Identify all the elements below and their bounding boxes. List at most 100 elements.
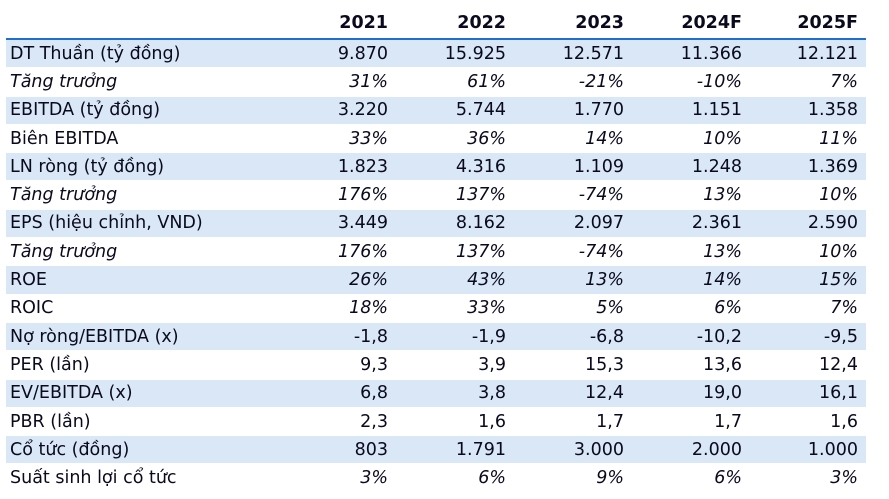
row-value: 6% — [714, 298, 742, 319]
table-body: DT Thuần (tỷ đồng) 9.870 15.925 12.571 11.36… — [6, 40, 866, 493]
row-label: ROIC — [10, 298, 54, 319]
row-value: -10% — [696, 71, 742, 92]
row-value: 10% — [703, 128, 742, 149]
row-value: 61% — [467, 71, 506, 92]
row-value: 1,7 — [596, 411, 624, 432]
row-value: 2.097 — [573, 213, 624, 234]
table-row: DT Thuần (tỷ đồng) 9.870 15.925 12.571 11.36… — [6, 40, 866, 69]
row-label: Tăng trưởng — [10, 71, 118, 92]
row-value: 12.121 — [796, 43, 858, 64]
row-label: Suất sinh lợi cổ tức — [10, 468, 177, 489]
table-row: ROE 26% 43% 13% 14% 15% — [6, 266, 866, 295]
row-value: 1.770 — [573, 100, 624, 121]
row-value: 3.220 — [337, 100, 388, 121]
header-year-2023: 2023 — [575, 13, 624, 33]
row-value: 4.316 — [455, 156, 506, 177]
row-value: 6,8 — [360, 383, 388, 404]
row-value: 176% — [337, 185, 388, 206]
table-row: LN ròng (tỷ đồng) 1.823 4.316 1.109 1.248 1.3… — [6, 153, 866, 182]
row-value: 33% — [467, 298, 506, 319]
table-row: EV/EBITDA (x) 6,8 3,8 12,4 19,0 16,1 — [6, 379, 866, 408]
row-value: 1.369 — [807, 156, 858, 177]
row-value: 36% — [467, 128, 506, 149]
row-value: 1,6 — [478, 411, 506, 432]
row-value: 15,3 — [585, 354, 624, 375]
row-value: 9,3 — [360, 354, 388, 375]
row-value: 15% — [819, 270, 858, 291]
row-value: 1.248 — [691, 156, 742, 177]
row-value: 13% — [703, 185, 742, 206]
table-row: PER (lần) 9,3 3,9 15,3 13,6 12,4 — [6, 351, 866, 380]
table-row: Tăng trưởng 176% 137% -74% 13% 10% — [6, 238, 866, 267]
row-value: 6% — [478, 468, 506, 489]
row-value: 19,0 — [703, 383, 742, 404]
row-value: 10% — [819, 185, 858, 206]
row-value: 2.590 — [807, 213, 858, 234]
row-value: 11% — [819, 128, 858, 149]
row-value: 14% — [703, 270, 742, 291]
row-value: 1.151 — [691, 100, 742, 121]
row-value: 1.791 — [455, 439, 506, 460]
table-row: EPS (hiệu chỉnh, VND) 3.449 8.162 2.097 2.36… — [6, 209, 866, 239]
row-label: Biên EBITDA — [10, 128, 119, 149]
row-label: EV/EBITDA (x) — [10, 383, 133, 404]
header-year-2021: 2021 — [339, 13, 388, 33]
table-row: Tăng trưởng 176% 137% -74% 13% 10% — [6, 181, 866, 210]
row-value: 8.162 — [455, 213, 506, 234]
row-value: 1.358 — [807, 100, 858, 121]
table-row: ROIC 18% 33% 5% 6% 7% — [6, 295, 866, 323]
row-value: 12,4 — [585, 383, 624, 404]
row-value: 1.823 — [337, 156, 388, 177]
row-value: 9.870 — [337, 43, 388, 64]
row-value: 31% — [349, 71, 388, 92]
row-value: 3.000 — [573, 439, 624, 460]
row-value: 33% — [349, 128, 388, 149]
row-value: 1.000 — [807, 439, 858, 460]
row-label: EBITDA (tỷ đồng) — [10, 100, 161, 121]
table-header-row: 2021 2022 2023 2024F 2025F — [6, 8, 866, 40]
row-value: 13,6 — [703, 354, 742, 375]
row-value: -21% — [578, 71, 624, 92]
table-row: Biên EBITDA 33% 36% 14% 10% 11% — [6, 125, 866, 154]
table-row: Tăng trưởng 31% 61% -21% -10% 7% — [6, 68, 866, 97]
table-row: EBITDA (tỷ đồng) 3.220 5.744 1.770 1.151 1.35… — [6, 96, 866, 125]
row-value: 7% — [830, 298, 858, 319]
row-value: -9,5 — [823, 326, 858, 347]
row-label: Cổ tức (đồng) — [10, 439, 130, 460]
header-year-2022: 2022 — [457, 13, 506, 33]
row-label: Tăng trưởng — [10, 241, 118, 262]
row-value: 3% — [830, 468, 858, 489]
row-value: 12,4 — [819, 354, 858, 375]
row-value: 26% — [349, 270, 388, 291]
row-value: 10% — [819, 241, 858, 262]
row-value: 18% — [349, 298, 388, 319]
row-label: Tăng trưởng — [10, 185, 118, 206]
row-label: Nợ ròng/EBITDA (x) — [10, 326, 179, 347]
row-value: -6,8 — [589, 326, 624, 347]
row-value: -10,2 — [696, 326, 742, 347]
row-value: 14% — [585, 128, 624, 149]
row-value: 43% — [467, 270, 506, 291]
row-label: PBR (lần) — [10, 411, 91, 432]
row-value: 13% — [703, 241, 742, 262]
financial-table: 2021 2022 2023 2024F 2025F DT Thuần (tỷ … — [6, 8, 866, 493]
row-value: 5.744 — [455, 100, 506, 121]
row-value: 3.449 — [337, 213, 388, 234]
row-value: 9% — [596, 468, 624, 489]
row-value: 16,1 — [819, 383, 858, 404]
row-value: 7% — [830, 71, 858, 92]
row-value: -74% — [578, 185, 624, 206]
row-value: 1.109 — [573, 156, 624, 177]
row-value: 1,7 — [714, 411, 742, 432]
row-value: -1,8 — [353, 326, 388, 347]
row-value: 2,3 — [360, 411, 388, 432]
row-value: 803 — [354, 439, 388, 460]
row-label: LN ròng (tỷ đồng) — [10, 156, 165, 177]
row-value: -74% — [578, 241, 624, 262]
row-label: PER (lần) — [10, 354, 90, 375]
row-value: 11.366 — [680, 43, 742, 64]
table-row: Suất sinh lợi cổ tức 3% 6% 9% 6% 3% — [6, 464, 866, 493]
row-label: ROE — [10, 270, 47, 291]
row-value: 3,8 — [478, 383, 506, 404]
header-year-2024f: 2024F — [681, 13, 742, 33]
